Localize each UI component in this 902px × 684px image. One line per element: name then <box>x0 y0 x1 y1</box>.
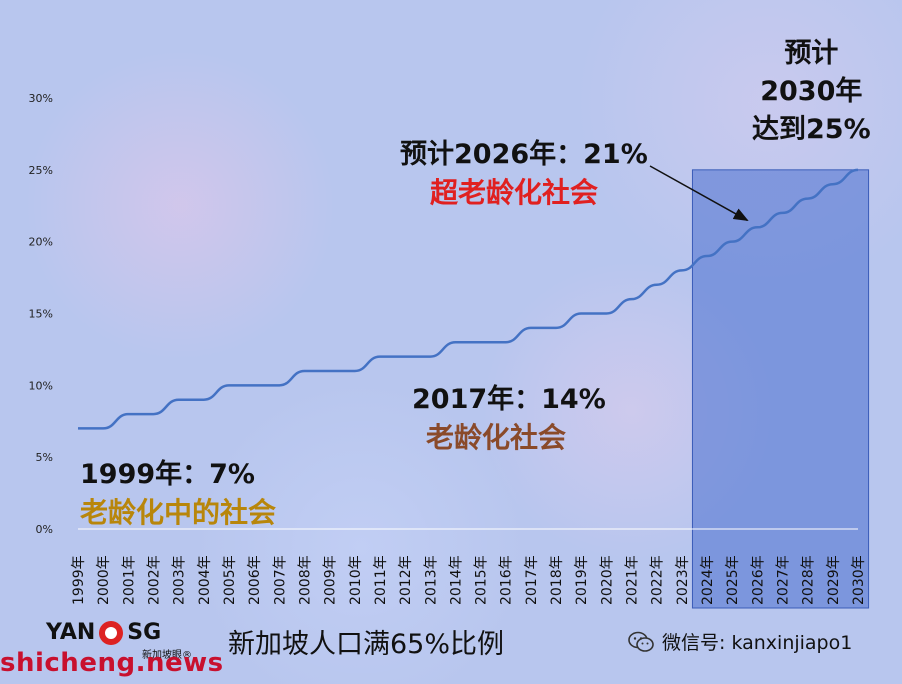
x-tick-label: 2013年 <box>423 555 439 605</box>
x-tick-label: 2008年 <box>297 555 313 605</box>
annotation-2026-value: 预计2026年：21% <box>400 139 648 170</box>
x-tick-label: 2017年 <box>524 555 540 605</box>
x-tick-label: 2001年 <box>121 555 137 605</box>
forecast-region <box>691 169 870 609</box>
x-tick-label: 2010年 <box>348 555 364 605</box>
x-tick-label: 2021年 <box>625 555 641 605</box>
annotation-2030-line1: 预计 <box>784 38 839 69</box>
wechat-icon <box>628 631 654 652</box>
x-tick-label: 2024年 <box>700 555 716 605</box>
x-tick-label: 2016年 <box>499 555 515 605</box>
x-tick-label: 2011年 <box>373 555 389 605</box>
annotation-2026-label: 超老龄化社会 <box>430 176 599 209</box>
x-tick-label: 2015年 <box>474 555 490 605</box>
forecast-region-layer <box>691 169 870 609</box>
x-tick-label: 2007年 <box>272 555 288 605</box>
annotation-1999: 1999年：7% 老龄化中的社会 <box>80 452 276 531</box>
annotation-2030-line3: 达到25% <box>752 114 871 145</box>
x-tick-label: 2023年 <box>675 555 691 605</box>
y-tick-label: 25% <box>29 164 53 177</box>
annotation-2017-value: 2017年：14% <box>412 384 606 415</box>
annotation-2030: 预计 2030年 达到25% <box>752 35 871 149</box>
y-tick-label: 5% <box>36 451 53 464</box>
x-tick-label: 2025年 <box>725 555 741 605</box>
x-tick-label: 2020年 <box>599 555 615 605</box>
x-tick-label: 2000年 <box>96 555 112 605</box>
annotation-2017: 2017年：14% 老龄化社会 <box>412 377 606 456</box>
annotation-2030-line2: 2030年 <box>760 76 863 107</box>
y-tick-label: 0% <box>36 523 53 536</box>
x-tick-label: 2027年 <box>776 555 792 605</box>
yansg-logo: YAN SG <box>46 620 161 645</box>
x-tick-label: 2004年 <box>197 555 213 605</box>
x-tick-label: 2003年 <box>172 555 188 605</box>
wechat-label: 微信号: kanxinjiapo1 <box>662 632 853 654</box>
x-tick-label: 2005年 <box>222 555 238 605</box>
x-tick-label: 2018年 <box>549 555 565 605</box>
annotation-2026-arrow <box>649 165 749 222</box>
annotation-1999-value: 1999年：7% <box>80 459 255 490</box>
logo-subtitle: 新加坡眼® <box>142 650 192 661</box>
x-tick-label: 2014年 <box>448 555 464 605</box>
series-line <box>77 168 859 430</box>
y-tick-label: 10% <box>29 379 53 392</box>
x-tick-label: 1999年 <box>71 555 87 605</box>
logo-text-right: SG <box>127 620 162 645</box>
logo-text-left: YAN <box>46 620 96 645</box>
x-tick-label: 2026年 <box>750 555 766 605</box>
x-tick-label: 2002年 <box>146 555 162 605</box>
x-tick-label: 2012年 <box>398 555 414 605</box>
y-tick-label: 30% <box>29 92 53 105</box>
x-tick-label: 2006年 <box>247 555 263 605</box>
x-tick-label: 2022年 <box>650 555 666 605</box>
x-tick-label: 2029年 <box>826 555 842 605</box>
annotation-2026: 预计2026年：21% 超老龄化社会 <box>400 132 648 211</box>
annotation-1999-label: 老龄化中的社会 <box>80 496 277 529</box>
wechat-id: 微信号: kanxinjiapo1 <box>628 628 852 655</box>
x-tick-label: 2009年 <box>323 555 339 605</box>
series-line-layer <box>77 168 859 430</box>
x-tick-label: 2019年 <box>574 555 590 605</box>
arrow-layer <box>649 165 749 222</box>
watermark-text: shicheng.news <box>0 648 224 678</box>
y-axis-layer: 0% 5% 10% 15% 20% 25% 30% <box>29 92 858 536</box>
y-tick-label: 15% <box>29 308 53 321</box>
x-tick-label: 2028年 <box>801 555 817 605</box>
chart-title: 新加坡人口满65%比例 <box>228 629 505 660</box>
x-axis-layer: 1999年 2000年 2001年 2002年 2003年 2004年 2005年 2006年… <box>71 555 867 605</box>
logo-eye-icon <box>99 620 124 645</box>
annotation-2017-label: 老龄化社会 <box>426 421 567 454</box>
x-tick-label: 2030年 <box>851 555 867 605</box>
y-tick-label: 20% <box>29 236 53 249</box>
